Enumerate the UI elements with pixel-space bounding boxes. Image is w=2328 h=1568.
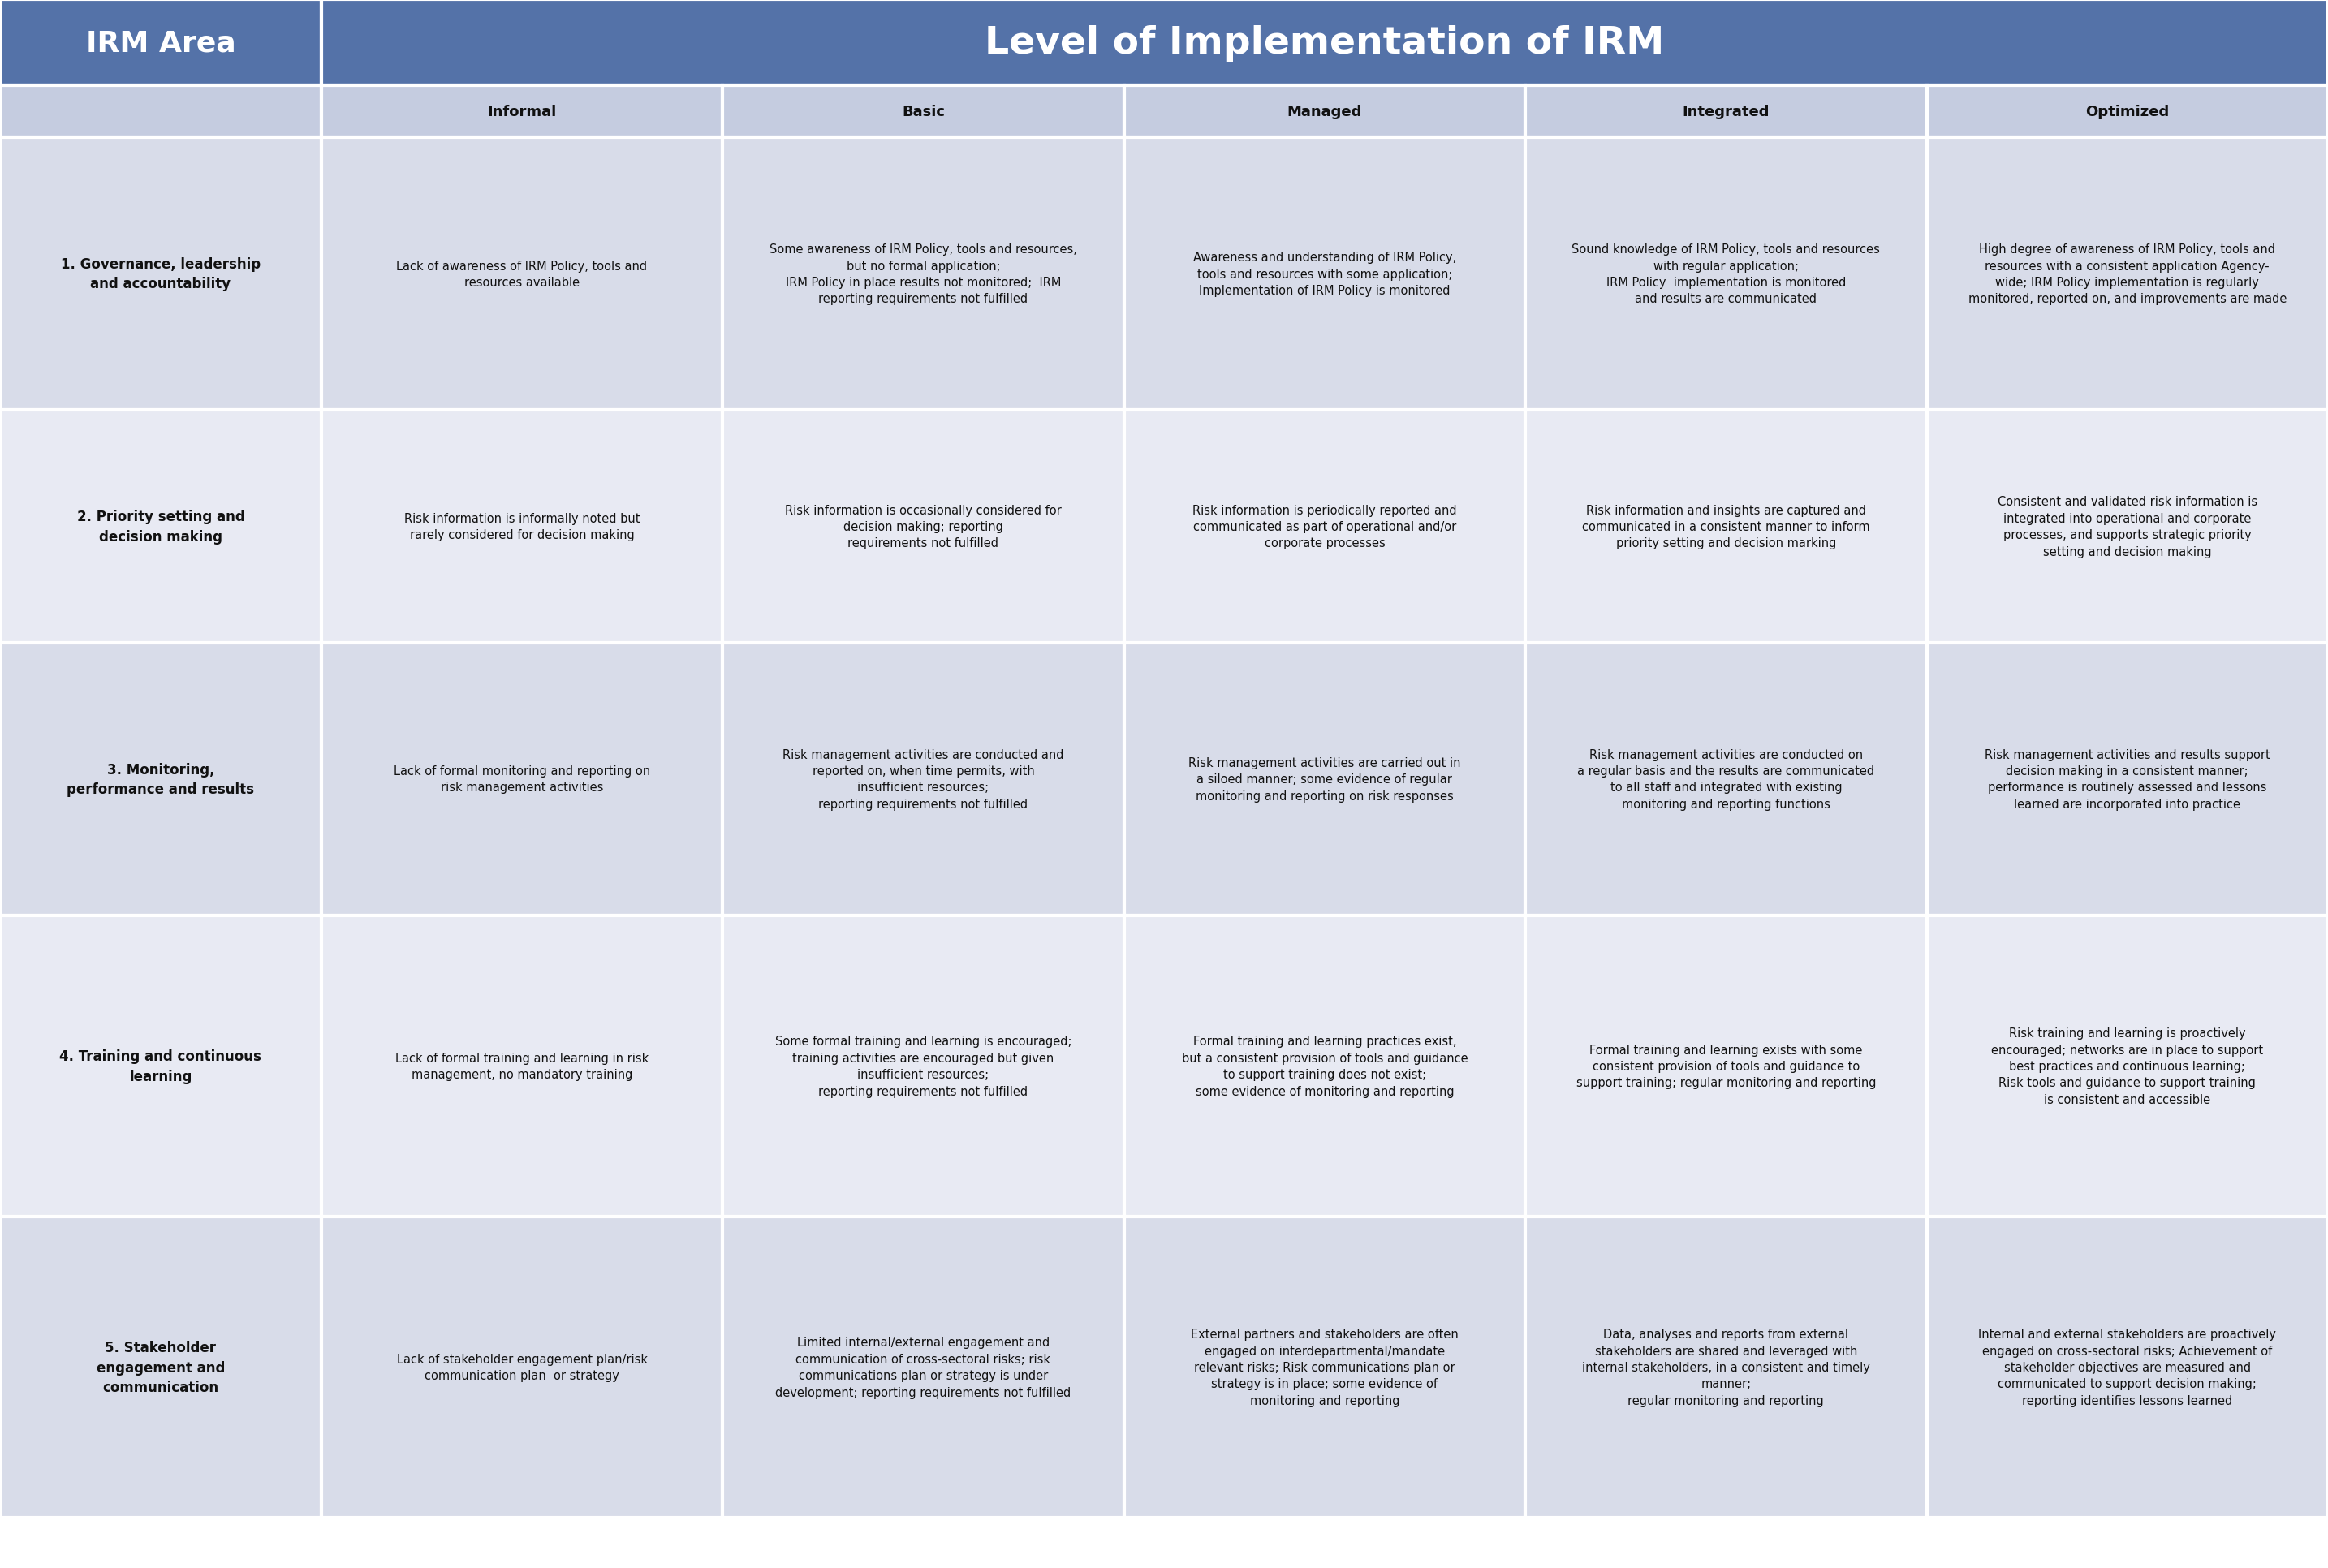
Text: IRM Area: IRM Area bbox=[86, 30, 235, 56]
FancyBboxPatch shape bbox=[321, 0, 2328, 86]
FancyBboxPatch shape bbox=[1525, 411, 1928, 643]
FancyBboxPatch shape bbox=[1124, 138, 1525, 411]
FancyBboxPatch shape bbox=[321, 411, 722, 643]
FancyBboxPatch shape bbox=[0, 916, 321, 1217]
Text: Some awareness of IRM Policy, tools and resources,
but no formal application;
IR: Some awareness of IRM Policy, tools and … bbox=[771, 243, 1078, 306]
FancyBboxPatch shape bbox=[1928, 138, 2328, 411]
Text: 2. Priority setting and
decision making: 2. Priority setting and decision making bbox=[77, 510, 244, 544]
FancyBboxPatch shape bbox=[0, 643, 321, 916]
Text: Sound knowledge of IRM Policy, tools and resources
with regular application;
IRM: Sound knowledge of IRM Policy, tools and… bbox=[1571, 243, 1881, 306]
Text: 5. Stakeholder
engagement and
communication: 5. Stakeholder engagement and communicat… bbox=[95, 1341, 226, 1394]
FancyBboxPatch shape bbox=[321, 86, 722, 138]
Text: Risk training and learning is proactively
encouraged; networks are in place to s: Risk training and learning is proactivel… bbox=[1990, 1027, 2263, 1105]
Text: Integrated: Integrated bbox=[1683, 105, 1769, 119]
FancyBboxPatch shape bbox=[321, 138, 722, 411]
FancyBboxPatch shape bbox=[0, 138, 321, 411]
Text: Managed: Managed bbox=[1287, 105, 1362, 119]
FancyBboxPatch shape bbox=[321, 643, 722, 916]
FancyBboxPatch shape bbox=[0, 0, 321, 86]
FancyBboxPatch shape bbox=[0, 411, 321, 643]
Text: Some formal training and learning is encouraged;
training activities are encoura: Some formal training and learning is enc… bbox=[775, 1035, 1071, 1098]
FancyBboxPatch shape bbox=[1525, 86, 1928, 138]
FancyBboxPatch shape bbox=[0, 86, 321, 138]
Text: Formal training and learning practices exist,
but a consistent provision of tool: Formal training and learning practices e… bbox=[1183, 1035, 1467, 1098]
FancyBboxPatch shape bbox=[1525, 916, 1928, 1217]
FancyBboxPatch shape bbox=[722, 916, 1124, 1217]
Text: Informal: Informal bbox=[487, 105, 556, 119]
FancyBboxPatch shape bbox=[1525, 643, 1928, 916]
FancyBboxPatch shape bbox=[321, 916, 722, 1217]
FancyBboxPatch shape bbox=[1928, 86, 2328, 138]
FancyBboxPatch shape bbox=[0, 1217, 321, 1518]
Text: Consistent and validated risk information is
integrated into operational and cor: Consistent and validated risk informatio… bbox=[1997, 495, 2258, 558]
Text: Lack of awareness of IRM Policy, tools and
resources available: Lack of awareness of IRM Policy, tools a… bbox=[396, 260, 647, 289]
Text: Risk management activities are carried out in
a siloed manner; some evidence of : Risk management activities are carried o… bbox=[1190, 757, 1460, 801]
FancyBboxPatch shape bbox=[722, 86, 1124, 138]
FancyBboxPatch shape bbox=[1124, 411, 1525, 643]
FancyBboxPatch shape bbox=[1124, 916, 1525, 1217]
Text: 1. Governance, leadership
and accountability: 1. Governance, leadership and accountabi… bbox=[61, 257, 261, 292]
Text: 4. Training and continuous
learning: 4. Training and continuous learning bbox=[61, 1049, 261, 1083]
FancyBboxPatch shape bbox=[1928, 916, 2328, 1217]
FancyBboxPatch shape bbox=[722, 1217, 1124, 1518]
FancyBboxPatch shape bbox=[1928, 411, 2328, 643]
Text: Risk information is informally noted but
rarely considered for decision making: Risk information is informally noted but… bbox=[405, 513, 640, 541]
Text: External partners and stakeholders are often
engaged on interdepartmental/mandat: External partners and stakeholders are o… bbox=[1192, 1328, 1457, 1406]
FancyBboxPatch shape bbox=[722, 643, 1124, 916]
FancyBboxPatch shape bbox=[1525, 1217, 1928, 1518]
FancyBboxPatch shape bbox=[1124, 86, 1525, 138]
Text: Risk information and insights are captured and
communicated in a consistent mann: Risk information and insights are captur… bbox=[1583, 505, 1869, 549]
FancyBboxPatch shape bbox=[722, 138, 1124, 411]
Text: High degree of awareness of IRM Policy, tools and
resources with a consistent ap: High degree of awareness of IRM Policy, … bbox=[1967, 243, 2286, 306]
Text: Risk information is periodically reported and
communicated as part of operationa: Risk information is periodically reporte… bbox=[1192, 505, 1457, 549]
FancyBboxPatch shape bbox=[1124, 1217, 1525, 1518]
Text: 3. Monitoring,
performance and results: 3. Monitoring, performance and results bbox=[68, 762, 254, 797]
Text: Lack of formal training and learning in risk
management, no mandatory training: Lack of formal training and learning in … bbox=[396, 1052, 650, 1080]
Text: Limited internal/external engagement and
communication of cross-sectoral risks; : Limited internal/external engagement and… bbox=[775, 1336, 1071, 1399]
Text: Formal training and learning exists with some
consistent provision of tools and : Formal training and learning exists with… bbox=[1576, 1044, 1876, 1088]
Text: Risk management activities are conducted and
reported on, when time permits, wit: Risk management activities are conducted… bbox=[782, 748, 1064, 811]
FancyBboxPatch shape bbox=[1928, 1217, 2328, 1518]
Text: Internal and external stakeholders are proactively
engaged on cross-sectoral ris: Internal and external stakeholders are p… bbox=[1979, 1328, 2277, 1406]
Text: Optimized: Optimized bbox=[2086, 105, 2170, 119]
Text: Lack of formal monitoring and reporting on
risk management activities: Lack of formal monitoring and reporting … bbox=[393, 765, 650, 793]
FancyBboxPatch shape bbox=[722, 411, 1124, 643]
Text: Awareness and understanding of IRM Policy,
tools and resources with some applica: Awareness and understanding of IRM Polic… bbox=[1192, 252, 1457, 296]
Text: Basic: Basic bbox=[901, 105, 945, 119]
FancyBboxPatch shape bbox=[1928, 643, 2328, 916]
Text: Risk management activities are conducted on
a regular basis and the results are : Risk management activities are conducted… bbox=[1578, 748, 1874, 811]
FancyBboxPatch shape bbox=[321, 1217, 722, 1518]
FancyBboxPatch shape bbox=[1525, 138, 1928, 411]
Text: Level of Implementation of IRM: Level of Implementation of IRM bbox=[985, 25, 1665, 61]
Text: Lack of stakeholder engagement plan/risk
communication plan  or strategy: Lack of stakeholder engagement plan/risk… bbox=[396, 1353, 647, 1381]
Text: Data, analyses and reports from external
stakeholders are shared and leveraged w: Data, analyses and reports from external… bbox=[1583, 1328, 1869, 1406]
Text: Risk information is occasionally considered for
decision making; reporting
requi: Risk information is occasionally conside… bbox=[785, 505, 1062, 549]
Text: Risk management activities and results support
decision making in a consistent m: Risk management activities and results s… bbox=[1983, 748, 2270, 811]
FancyBboxPatch shape bbox=[1124, 643, 1525, 916]
